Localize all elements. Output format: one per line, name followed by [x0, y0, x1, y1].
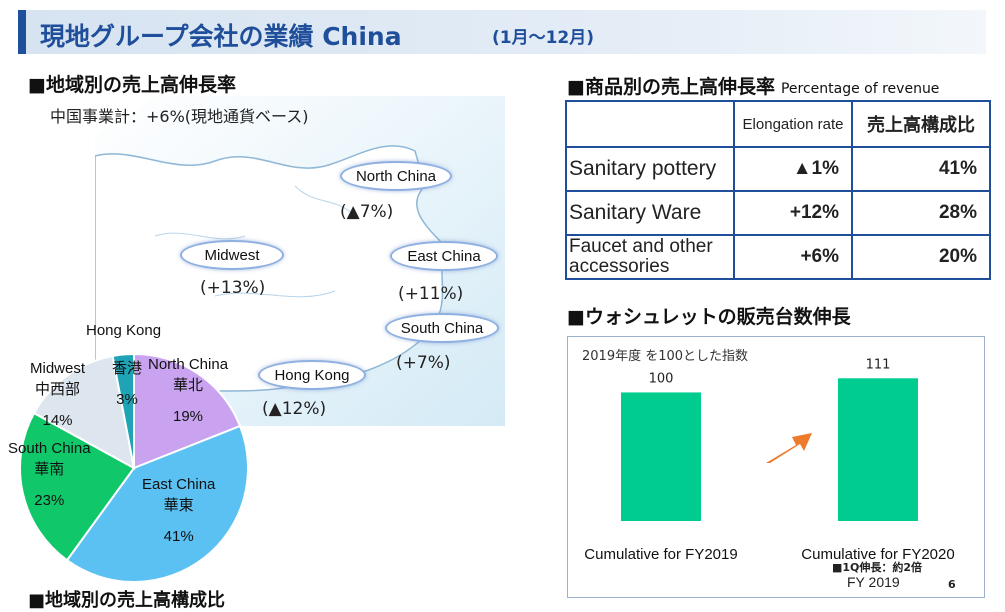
- pie-label-east-china: East China 華東 41%: [142, 474, 215, 547]
- q1-footnote: ■1Q伸長：約2倍: [832, 561, 923, 574]
- pie-label-en: East China: [142, 476, 216, 493]
- pie-slice-south-china: [19, 411, 136, 562]
- pie-label-ja: 香港: [112, 360, 143, 377]
- pie-label-en: North China: [148, 356, 229, 373]
- product-name: Sanitary Ware: [565, 190, 735, 236]
- growth-hong-kong: (▲12%): [262, 399, 327, 419]
- product-share: 41%: [851, 146, 991, 192]
- bar: [621, 392, 701, 521]
- region-label: Midwest: [204, 246, 260, 264]
- bar: [838, 378, 918, 521]
- table-row: Faucet and other accessories +6% 20%: [565, 234, 991, 280]
- bar-value-label: 111: [866, 357, 891, 372]
- product-growth-subtitle: Percentage of revenue: [780, 81, 940, 97]
- page-title: 現地グループ会社の業績 China: [40, 22, 402, 51]
- pie-label-pct: 41%: [163, 528, 194, 545]
- table-row: Sanitary pottery ▲1% 41%: [565, 146, 991, 192]
- table-header-empty: [565, 100, 735, 148]
- growth-south-china: (+7%): [396, 353, 451, 373]
- category-label: Cumulative for FY2020: [801, 546, 954, 563]
- growth-north-china: (▲7%): [340, 202, 394, 222]
- table-header-elongation: Elongation rate: [733, 100, 853, 148]
- product-growth-title: ■商品別の売上高伸長率: [567, 76, 775, 98]
- pie-label-pct: 23%: [34, 492, 65, 509]
- regional-share-pie: [19, 352, 249, 583]
- bubble-south-china: South China: [385, 313, 499, 343]
- bubble-hong-kong: Hong Kong: [258, 360, 366, 390]
- growth-east-china: (+11%): [398, 284, 464, 304]
- product-name: Sanitary pottery: [565, 146, 735, 192]
- china-total-note: 中国事業計：+6%(現地通貨ベース): [50, 107, 309, 126]
- pie-label-south-china: South China 華南 23%: [8, 438, 91, 511]
- pie-label-pct: 3%: [116, 391, 138, 408]
- pie-slice-north-china: [133, 352, 242, 470]
- washlet-bar-chart: 100 Cumulative for FY2019 111 Cumulative fo…: [584, 357, 954, 563]
- product-growth-heading: ■商品別の売上高伸長率 Percentage of revenue: [567, 72, 939, 99]
- pie-label-ja: 中西部: [35, 381, 81, 398]
- pie-slice-east-china: [65, 424, 249, 583]
- pie-label-north-china: North China 華北 19%: [148, 354, 228, 427]
- pie-label-ja: 華南: [34, 461, 65, 478]
- title-bar: 現地グループ会社の業績 China (1月～12月): [18, 10, 986, 54]
- product-growth-table: Elongation rate 売上高構成比 Sanitary pottery …: [565, 100, 991, 280]
- pie-label-ja: 華北: [173, 377, 204, 394]
- pie-label-en: South China: [8, 440, 91, 457]
- bar-value-label: 100: [649, 371, 674, 386]
- region-label: Hong Kong: [274, 366, 350, 384]
- washlet-chart-box: 2019年度 を100とした指数 100 Cumulative for FY201…: [567, 336, 985, 598]
- pie-label-hong-kong: 香港 3%: [112, 358, 142, 410]
- product-rate: +6%: [733, 234, 853, 280]
- footer-fy: FY 2019: [847, 574, 900, 590]
- category-label: Cumulative for FY2019: [584, 546, 737, 563]
- washlet-heading: ■ウォシュレットの販売台数伸長: [567, 306, 851, 328]
- table-row: Sanitary Ware +12% 28%: [565, 190, 991, 236]
- growth-midwest: (+13%): [200, 278, 266, 298]
- pie-slice-hong-kong: [111, 352, 135, 469]
- region-label: South China: [400, 319, 484, 337]
- index-note: 2019年度 を100とした指数: [582, 349, 749, 364]
- regional-share-heading: ■地域別の売上高構成比: [28, 590, 226, 611]
- product-rate: ▲1%: [733, 146, 853, 192]
- pie-label-hong-kong-en: Hong Kong: [86, 322, 162, 339]
- pie-label-midwest: Midwest 中西部 14%: [30, 358, 85, 431]
- region-label: East China: [407, 247, 481, 265]
- product-share: 28%: [851, 190, 991, 236]
- pie-label-pct: 14%: [42, 412, 73, 429]
- regional-growth-heading: ■地域別の売上高伸長率: [28, 74, 236, 96]
- region-label: North China: [355, 167, 437, 185]
- pie-slice-midwest: [32, 354, 136, 470]
- period-label: (1月～12月): [492, 28, 595, 48]
- pie-label-pct: 19%: [173, 408, 204, 425]
- product-share: 20%: [851, 234, 991, 280]
- pie-label-ja: 華東: [163, 497, 194, 514]
- table-header-row: Elongation rate 売上高構成比: [565, 100, 991, 148]
- product-rate: +12%: [733, 190, 853, 236]
- bubble-north-china: North China: [340, 161, 452, 191]
- table-header-share: 売上高構成比: [851, 100, 991, 148]
- pie-label-en: Midwest: [30, 360, 86, 377]
- page-number: 6: [948, 578, 956, 591]
- product-name: Faucet and other accessories: [565, 234, 735, 280]
- bubble-midwest: Midwest: [180, 240, 284, 270]
- growth-arrow-icon: [766, 433, 812, 463]
- bubble-east-china: East China: [390, 241, 498, 271]
